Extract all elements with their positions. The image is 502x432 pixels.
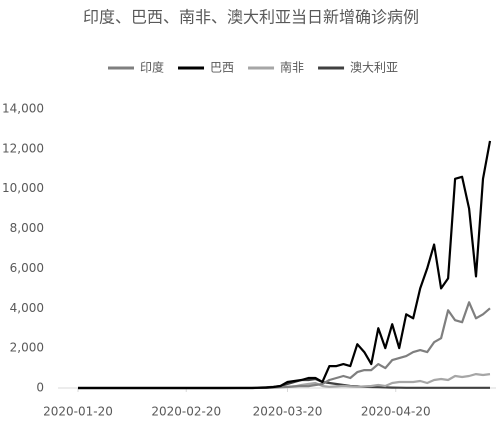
series-line <box>78 140 492 390</box>
x-tick-label: 2020-02-20 <box>151 405 221 419</box>
y-tick-label: 4,000 <box>10 301 44 315</box>
y-tick-label: 0 <box>36 381 44 395</box>
y-tick-label: 10,000 <box>2 181 44 195</box>
series-line <box>78 301 491 390</box>
x-tick-label: 2020-01-20 <box>43 405 113 419</box>
x-tick-label: 2020-03-20 <box>253 405 323 419</box>
y-tick-label: 12,000 <box>2 141 44 155</box>
legend-label: 巴西 <box>210 61 234 75</box>
x-tick-label: 2020-04-20 <box>361 405 431 419</box>
y-tick-label: 2,000 <box>10 341 44 355</box>
y-tick-label: 14,000 <box>2 102 44 116</box>
legend-label: 澳大利亚 <box>350 61 398 75</box>
y-tick-label: 8,000 <box>10 221 44 235</box>
legend-label: 南非 <box>280 60 304 75</box>
chart-title: 印度、巴西、南非、澳大利亚当日新增确诊病例 <box>83 8 419 27</box>
y-tick-label: 6,000 <box>10 261 44 275</box>
legend-label: 印度 <box>140 60 164 75</box>
